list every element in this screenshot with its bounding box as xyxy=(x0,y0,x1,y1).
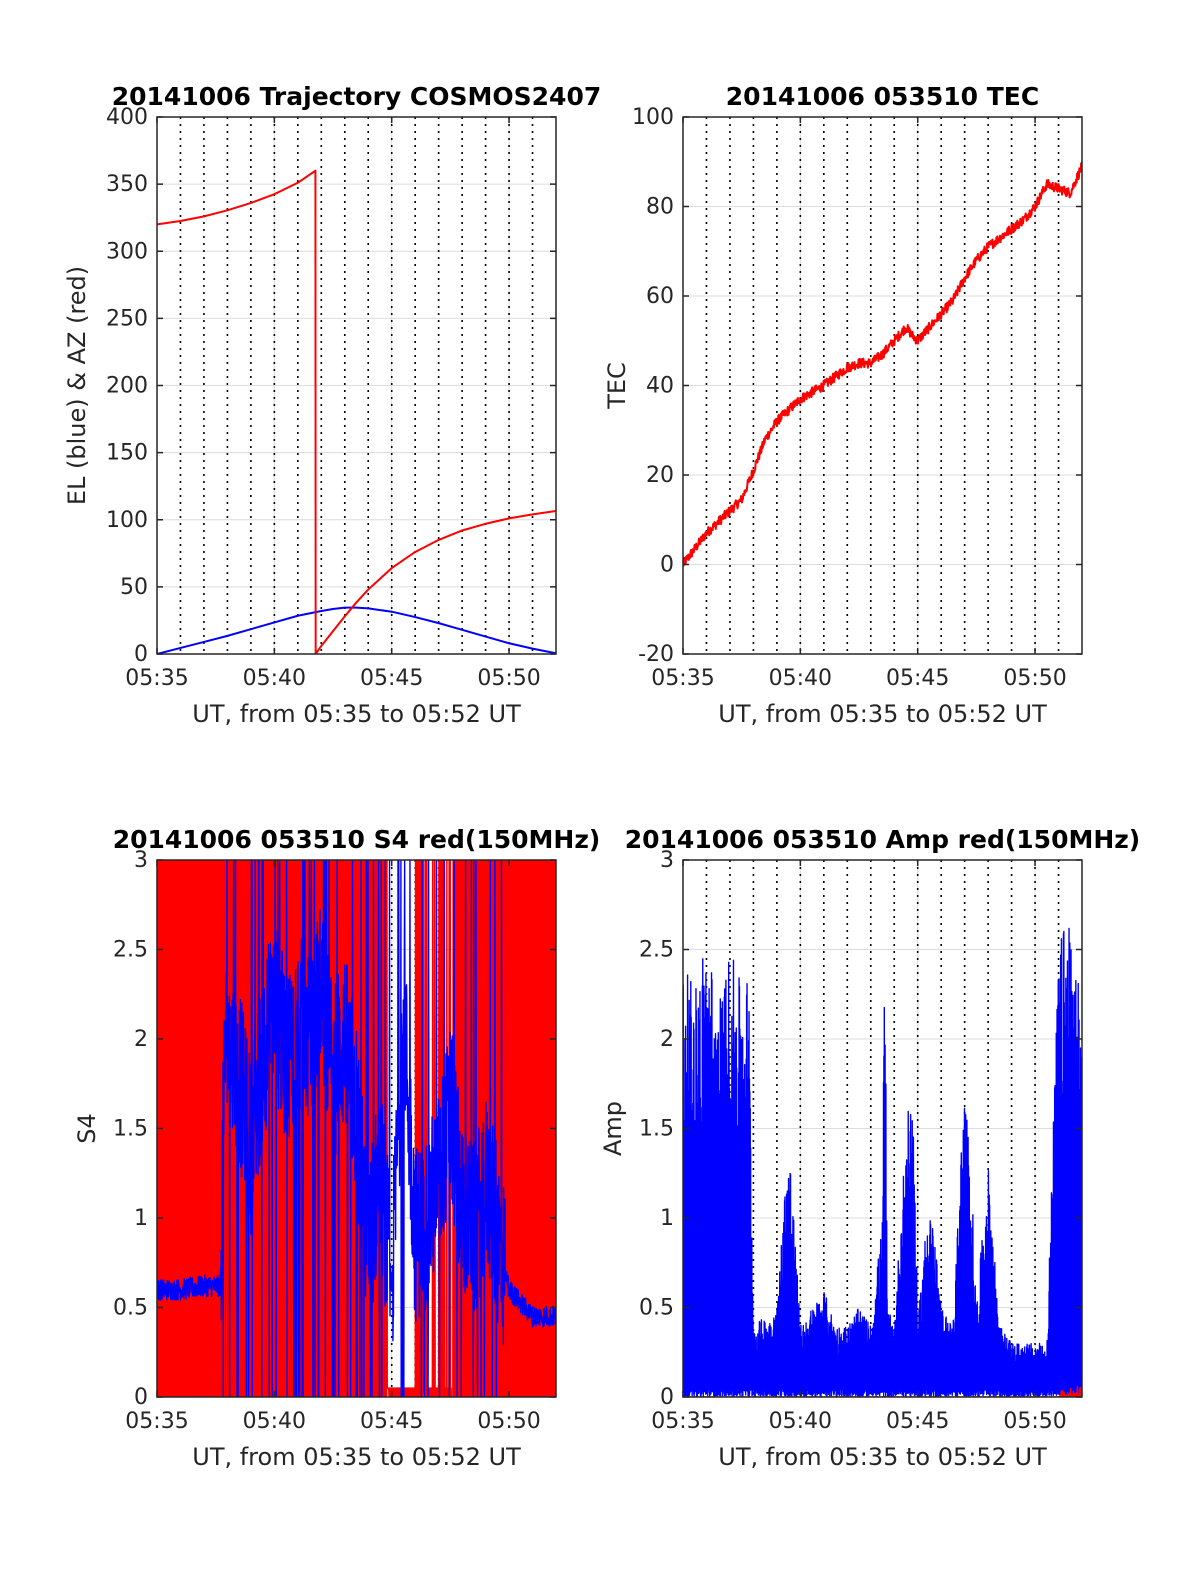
x-tick-label: 05:35 xyxy=(651,1409,714,1434)
y-tick-label: 20 xyxy=(646,463,674,488)
y-tick-label: 100 xyxy=(106,508,148,533)
x-axis-label: UT, from 05:35 to 05:52 UT xyxy=(192,700,521,728)
series-line xyxy=(157,860,556,1397)
y-tick-label: 1 xyxy=(660,1206,674,1231)
y-tick-label: 350 xyxy=(106,172,148,197)
y-tick-label: 50 xyxy=(120,575,148,600)
x-tick-label: 05:50 xyxy=(477,666,540,691)
series-line xyxy=(683,161,1082,567)
chart-title: 20141006 053510 Amp red(150MHz) xyxy=(625,825,1141,854)
x-tick-label: 05:35 xyxy=(651,666,714,691)
x-tick-label: 05:40 xyxy=(769,1409,832,1434)
x-tick-label: 05:45 xyxy=(360,666,423,691)
y-tick-label: 3 xyxy=(134,848,148,873)
y-tick-label: 40 xyxy=(646,374,674,399)
y-tick-label: 1 xyxy=(134,1206,148,1231)
series-line xyxy=(157,606,556,654)
y-tick-label: 1.5 xyxy=(639,1117,674,1142)
y-tick-label: 0 xyxy=(660,553,674,578)
x-tick-label: 05:50 xyxy=(1003,666,1066,691)
y-tick-label: -20 xyxy=(638,642,674,667)
y-tick-label: 2.5 xyxy=(639,938,674,963)
y-tick-label: 60 xyxy=(646,284,674,309)
y-tick-label: 3 xyxy=(660,848,674,873)
y-tick-label: 0.5 xyxy=(639,1296,674,1321)
x-tick-label: 05:40 xyxy=(769,666,832,691)
panel-s4: 0 0.5 1 1.5 2 2.5 3 05:35 05:40 05:45 05:50 201410… xyxy=(73,825,600,1471)
x-tick-label: 05:40 xyxy=(243,1409,306,1434)
series-layer xyxy=(683,927,1082,1397)
series-layer xyxy=(157,169,556,654)
grid xyxy=(682,116,1082,655)
x-tick-label: 05:45 xyxy=(360,1409,423,1434)
grid xyxy=(156,116,556,655)
y-tick-label: 80 xyxy=(646,195,674,220)
y-tick-label: 150 xyxy=(106,441,148,466)
series-line xyxy=(683,927,1082,1397)
y-axis-label: Amp xyxy=(599,1101,627,1156)
panel-trajectory: 0 50 100 150 200 250 300 350 400 05:35 05:40 05:45 0… xyxy=(63,82,601,728)
y-tick-label: 300 xyxy=(106,239,148,264)
chart-title: 20141006 Trajectory COSMOS2407 xyxy=(112,82,602,111)
y-tick-label: 2.5 xyxy=(113,938,148,963)
y-axis-label: S4 xyxy=(73,1113,101,1144)
x-tick-label: 05:50 xyxy=(1003,1409,1066,1434)
y-tick-label: 100 xyxy=(632,105,674,130)
chart-title: 20141006 053510 S4 red(150MHz) xyxy=(113,825,601,854)
x-axis-label: UT, from 05:35 to 05:52 UT xyxy=(192,1443,521,1471)
y-tick-label: 0 xyxy=(134,1385,148,1410)
series-layer xyxy=(683,161,1082,567)
x-tick-label: 05:35 xyxy=(125,666,188,691)
x-tick-label: 05:45 xyxy=(886,666,949,691)
ticks: 0 0.5 1 1.5 2 2.5 3 05:35 05:40 05:45 05:50 xyxy=(113,848,556,1434)
series-layer xyxy=(157,860,556,1397)
chart-title: 20141006 053510 TEC xyxy=(726,82,1039,111)
x-axis-label: UT, from 05:35 to 05:52 UT xyxy=(718,700,1047,728)
y-axis-label: TEC xyxy=(603,362,631,410)
ticks: 0 0.5 1 1.5 2 2.5 3 05:35 05:40 05:45 05:50 xyxy=(639,848,1082,1434)
y-tick-label: 1.5 xyxy=(113,1117,148,1142)
panel-amp: 0 0.5 1 1.5 2 2.5 3 05:35 05:40 05:45 05:50 201410… xyxy=(599,825,1140,1471)
y-tick-label: 200 xyxy=(106,374,148,399)
x-tick-label: 05:35 xyxy=(125,1409,188,1434)
x-tick-label: 05:40 xyxy=(243,666,306,691)
x-tick-label: 05:50 xyxy=(477,1409,540,1434)
y-tick-label: 0.5 xyxy=(113,1296,148,1321)
y-tick-label: 0 xyxy=(660,1385,674,1410)
ticks: 0 50 100 150 200 250 300 350 400 05:35 05:40 05:45 0… xyxy=(106,105,556,691)
ticks: -20 0 20 40 60 80 100 05:35 05:40 05:45 05:50 xyxy=(632,105,1082,691)
series-line xyxy=(157,169,556,654)
y-tick-label: 0 xyxy=(134,642,148,667)
y-tick-label: 400 xyxy=(106,105,148,130)
panel-tec: -20 0 20 40 60 80 100 05:35 05:40 05:45 05:50 2014… xyxy=(603,82,1083,728)
x-axis-label: UT, from 05:35 to 05:52 UT xyxy=(718,1443,1047,1471)
y-axis-label: EL (blue) & AZ (red) xyxy=(63,266,91,505)
y-tick-label: 2 xyxy=(660,1027,674,1052)
y-tick-label: 250 xyxy=(106,306,148,331)
x-tick-label: 05:45 xyxy=(886,1409,949,1434)
y-tick-label: 2 xyxy=(134,1027,148,1052)
